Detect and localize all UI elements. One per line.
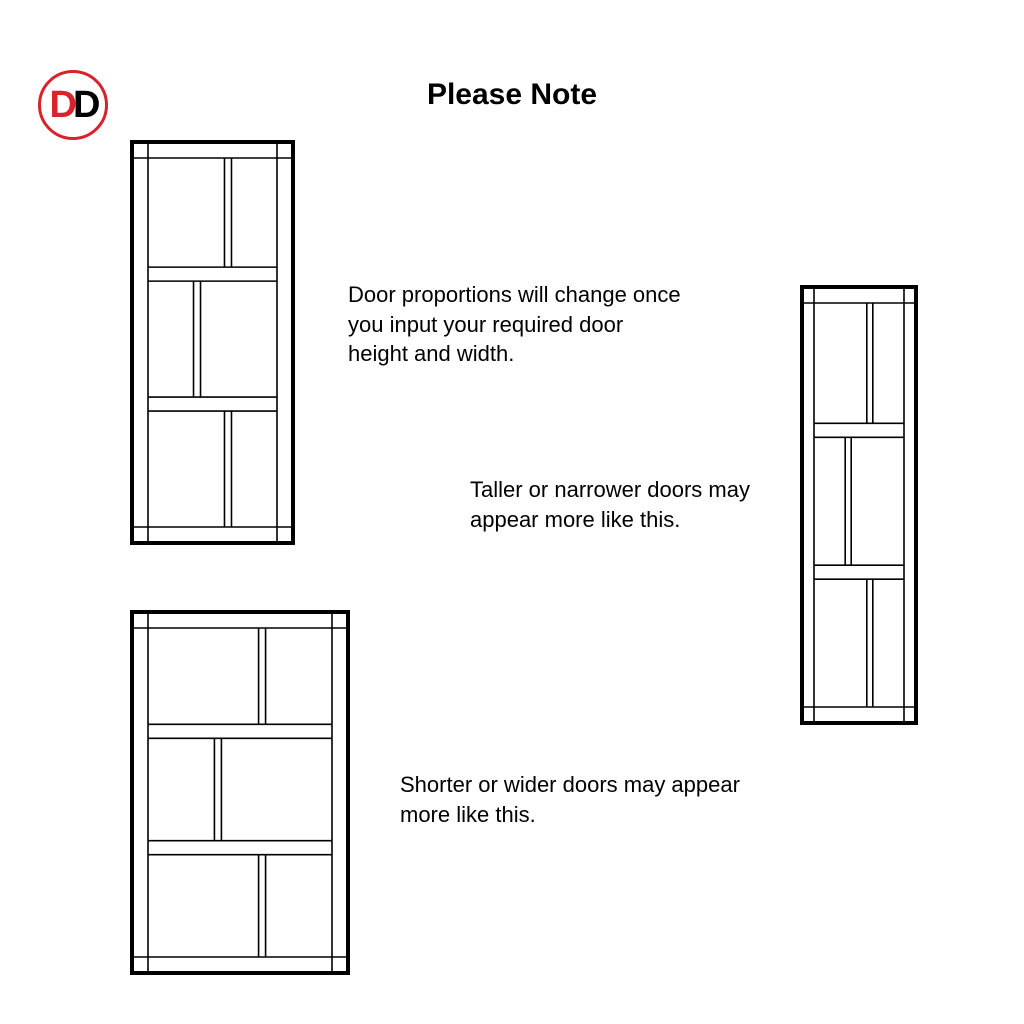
caption-main: Door proportions will change once you in… (348, 280, 688, 369)
caption-wide: Shorter or wider doors may appear more l… (400, 770, 740, 829)
door-diagram-wide (130, 610, 350, 975)
caption-narrow: Taller or narrower doors may appear more… (470, 475, 790, 534)
door-diagram-base (130, 140, 295, 545)
door-diagram-narrow (800, 285, 918, 725)
page-title: Please Note (0, 78, 1024, 112)
